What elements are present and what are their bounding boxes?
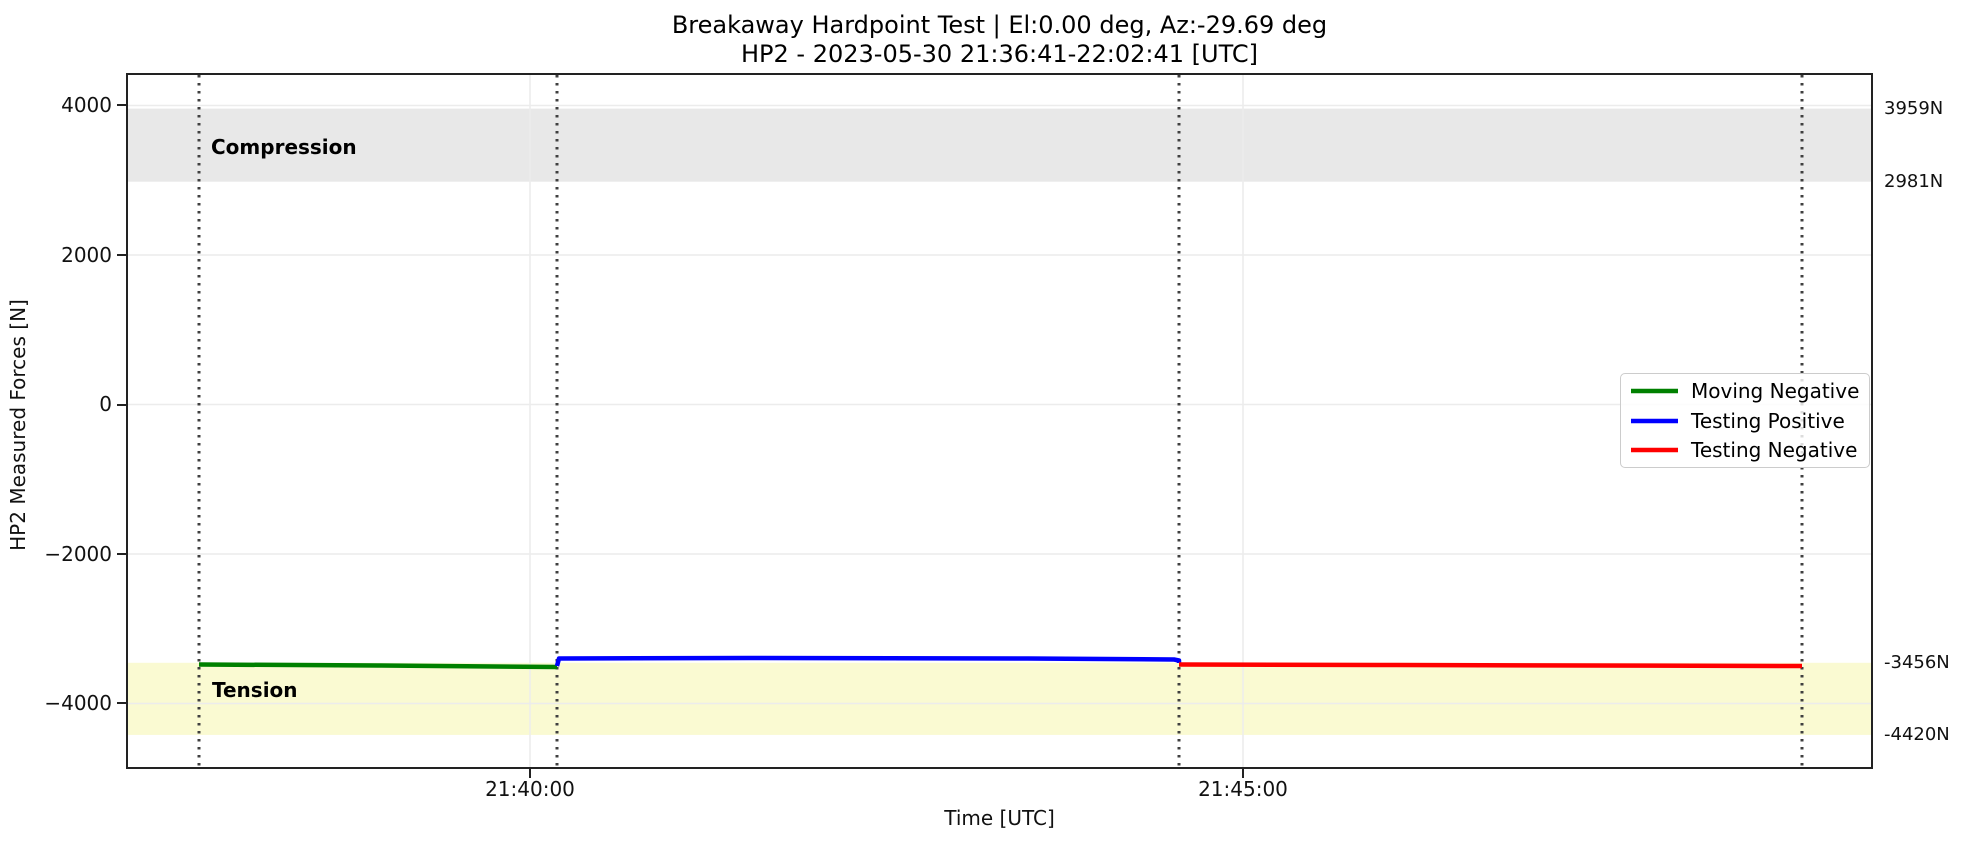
compression-band — [128, 108, 1871, 182]
legend: Moving Negative Testing Positive Testing… — [1620, 373, 1870, 468]
y-tick-label-4000: 4000 — [61, 93, 112, 117]
compression-band-label: Compression — [211, 135, 357, 159]
x-tick-2145 — [1242, 769, 1244, 778]
tension-band — [128, 662, 1871, 735]
right-annotation-2981n: 2981N — [1884, 171, 1944, 192]
legend-swatch-testing-positive — [1631, 418, 1678, 423]
chart-title-line2: HP2 - 2023-05-30 21:36:41-22:02:41 [UTC] — [741, 40, 1258, 68]
right-annotation-neg4420n: -4420N — [1884, 724, 1950, 745]
plot-canvas — [128, 75, 1871, 767]
right-annotation-3959n: 3959N — [1884, 98, 1944, 119]
x-axis-label: Time [UTC] — [944, 806, 1055, 830]
series-testing-negative-line — [1178, 662, 1803, 669]
series-testing-positive-line — [554, 655, 1182, 667]
legend-item-moving-negative: Moving Negative — [1631, 377, 1859, 405]
y-tick-label-neg4000: −4000 — [44, 691, 112, 715]
y-tick-4000 — [117, 104, 126, 106]
x-tick-2140 — [529, 769, 531, 778]
y-tick-label-0: 0 — [99, 392, 112, 416]
x-tick-label-2145: 21:45:00 — [1198, 777, 1288, 801]
y-tick-label-2000: 2000 — [61, 243, 112, 267]
x-tick-label-2140: 21:40:00 — [485, 777, 575, 801]
legend-item-testing-positive: Testing Positive — [1631, 407, 1859, 435]
legend-swatch-testing-negative — [1631, 447, 1678, 452]
y-tick-2000 — [117, 254, 126, 256]
y-tick-0 — [117, 404, 126, 406]
gridlines — [128, 75, 1871, 767]
y-tick-neg2000 — [117, 553, 126, 555]
legend-swatch-moving-negative — [1631, 389, 1678, 394]
chart-title-line1: Breakaway Hardpoint Test | El:0.00 deg, … — [671, 11, 1328, 39]
plot-area — [126, 73, 1873, 769]
y-tick-neg4000 — [117, 702, 126, 704]
legend-label-testing-positive: Testing Positive — [1691, 408, 1845, 433]
legend-label-moving-negative: Moving Negative — [1691, 379, 1860, 404]
y-tick-label-neg2000: −2000 — [44, 542, 112, 566]
tension-band-label: Tension — [212, 678, 298, 702]
right-annotation-neg3456n: -3456N — [1884, 652, 1950, 673]
legend-item-testing-negative: Testing Negative — [1631, 436, 1859, 464]
series-moving-negative-line — [198, 662, 558, 670]
legend-label-testing-negative: Testing Negative — [1691, 437, 1858, 462]
